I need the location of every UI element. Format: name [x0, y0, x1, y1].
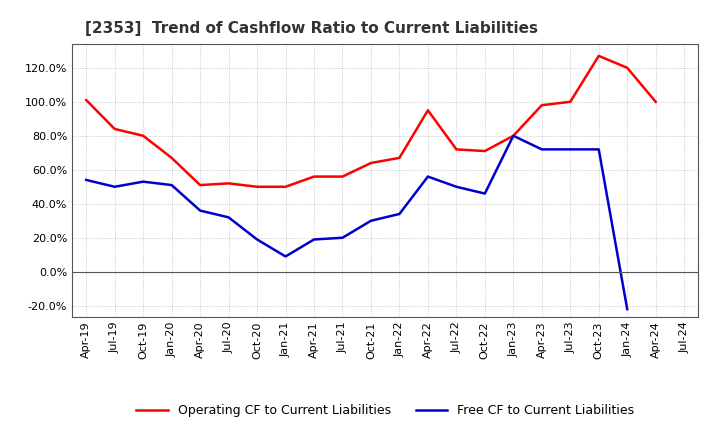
Free CF to Current Liabilities [196, 208, 204, 213]
Free CF to Current Liabilities [167, 183, 176, 188]
Operating CF to Current Liabilities [310, 174, 318, 179]
Free CF to Current Liabilities [509, 133, 518, 139]
Operating CF to Current Liabilities [652, 99, 660, 104]
Operating CF to Current Liabilities [196, 183, 204, 188]
Free CF to Current Liabilities [225, 215, 233, 220]
Free CF to Current Liabilities [537, 147, 546, 152]
Operating CF to Current Liabilities [480, 148, 489, 154]
Line: Free CF to Current Liabilities: Free CF to Current Liabilities [86, 136, 627, 309]
Free CF to Current Liabilities [82, 177, 91, 183]
Text: [2353]  Trend of Cashflow Ratio to Current Liabilities: [2353] Trend of Cashflow Ratio to Curren… [84, 21, 538, 36]
Free CF to Current Liabilities [139, 179, 148, 184]
Operating CF to Current Liabilities [395, 155, 404, 161]
Operating CF to Current Liabilities [595, 53, 603, 59]
Operating CF to Current Liabilities [225, 181, 233, 186]
Legend: Operating CF to Current Liabilities, Free CF to Current Liabilities: Operating CF to Current Liabilities, Fre… [131, 400, 639, 422]
Operating CF to Current Liabilities [423, 108, 432, 113]
Free CF to Current Liabilities [566, 147, 575, 152]
Free CF to Current Liabilities [110, 184, 119, 189]
Free CF to Current Liabilities [452, 184, 461, 189]
Free CF to Current Liabilities [282, 254, 290, 259]
Operating CF to Current Liabilities [366, 160, 375, 165]
Operating CF to Current Liabilities [537, 103, 546, 108]
Free CF to Current Liabilities [480, 191, 489, 196]
Operating CF to Current Liabilities [623, 65, 631, 70]
Operating CF to Current Liabilities [82, 97, 91, 103]
Free CF to Current Liabilities [366, 218, 375, 224]
Free CF to Current Liabilities [310, 237, 318, 242]
Line: Operating CF to Current Liabilities: Operating CF to Current Liabilities [86, 56, 656, 187]
Free CF to Current Liabilities [253, 237, 261, 242]
Operating CF to Current Liabilities [167, 155, 176, 161]
Operating CF to Current Liabilities [338, 174, 347, 179]
Operating CF to Current Liabilities [566, 99, 575, 104]
Free CF to Current Liabilities [423, 174, 432, 179]
Free CF to Current Liabilities [623, 307, 631, 312]
Free CF to Current Liabilities [395, 211, 404, 216]
Operating CF to Current Liabilities [509, 133, 518, 139]
Operating CF to Current Liabilities [110, 126, 119, 132]
Free CF to Current Liabilities [595, 147, 603, 152]
Operating CF to Current Liabilities [253, 184, 261, 189]
Operating CF to Current Liabilities [452, 147, 461, 152]
Operating CF to Current Liabilities [282, 184, 290, 189]
Operating CF to Current Liabilities [139, 133, 148, 139]
Free CF to Current Liabilities [338, 235, 347, 240]
